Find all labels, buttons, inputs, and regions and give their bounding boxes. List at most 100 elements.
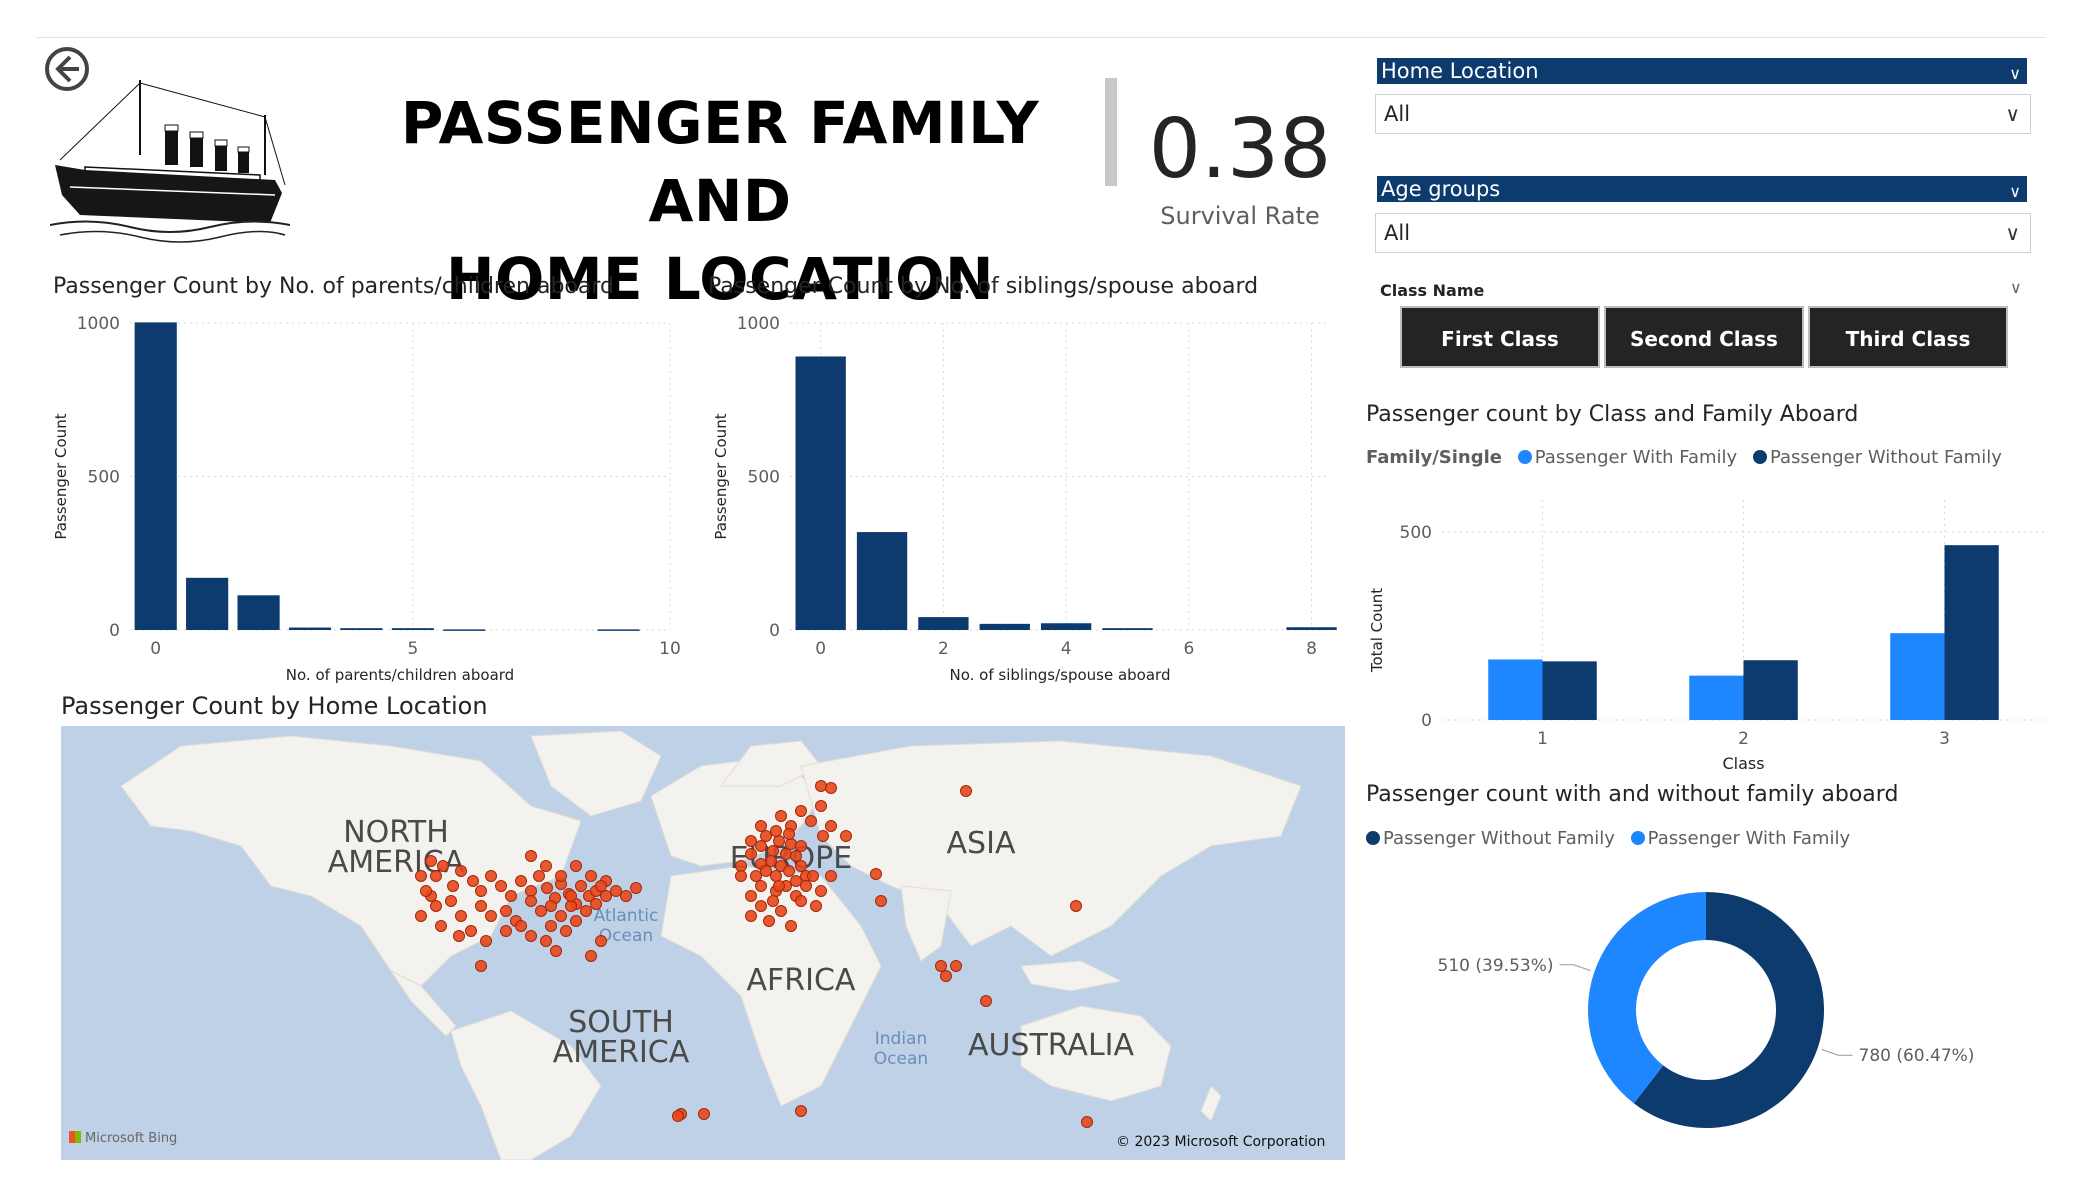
map-location-dot[interactable] [453, 930, 465, 942]
map-location-dot[interactable] [755, 840, 767, 852]
map-location-dot[interactable] [570, 860, 582, 872]
class-family-bar[interactable] [1890, 633, 1945, 720]
map-location-dot[interactable] [960, 785, 972, 797]
class-family-bar[interactable] [1542, 661, 1597, 720]
map-location-dot[interactable] [480, 935, 492, 947]
map-location-dot[interactable] [810, 900, 822, 912]
map-location-dot[interactable] [455, 865, 467, 877]
map-location-dot[interactable] [590, 898, 602, 910]
map-location-dot[interactable] [525, 930, 537, 942]
legend-without-family[interactable]: Passenger Without Family [1383, 828, 1615, 849]
sibsp-bar[interactable] [795, 356, 846, 630]
map-location-dot[interactable] [475, 885, 487, 897]
map-location-dot[interactable] [620, 890, 632, 902]
map-location-dot[interactable] [785, 920, 797, 932]
map-location-dot[interactable] [555, 910, 567, 922]
map-location-dot[interactable] [790, 875, 802, 887]
map-location-dot[interactable] [485, 910, 497, 922]
map-location-dot[interactable] [760, 865, 772, 877]
map-location-dot[interactable] [541, 882, 553, 894]
parch-bar[interactable] [134, 322, 177, 630]
parch-bar[interactable] [597, 629, 640, 631]
sibsp-bar[interactable] [1286, 627, 1337, 630]
sibsp-bar[interactable] [856, 532, 908, 630]
map-location-dot[interactable] [535, 905, 547, 917]
map-location-dot[interactable] [840, 830, 852, 842]
map-location-dot[interactable] [1070, 900, 1082, 912]
map-location-dot[interactable] [815, 800, 827, 812]
map-location-dot[interactable] [790, 850, 802, 862]
map-location-dot[interactable] [540, 935, 552, 947]
map-location-dot[interactable] [745, 910, 757, 922]
map-location-dot[interactable] [435, 920, 447, 932]
map-location-dot[interactable] [785, 838, 797, 850]
map-location-dot[interactable] [475, 900, 487, 912]
map-location-dot[interactable] [580, 905, 592, 917]
map-location-dot[interactable] [610, 885, 622, 897]
map-location-dot[interactable] [805, 815, 817, 827]
map-location-dot[interactable] [595, 880, 607, 892]
map-location-dot[interactable] [825, 870, 837, 882]
map-location-dot[interactable] [595, 935, 607, 947]
donut-slice[interactable] [1633, 892, 1824, 1128]
map-location-dot[interactable] [745, 890, 757, 902]
map-location-dot[interactable] [500, 925, 512, 937]
map-location-dot[interactable] [825, 782, 837, 794]
map-location-dot[interactable] [800, 880, 812, 892]
map-location-dot[interactable] [807, 870, 819, 882]
map-location-dot[interactable] [475, 960, 487, 972]
map-location-dot[interactable] [515, 875, 527, 887]
map-location-dot[interactable] [525, 895, 537, 907]
parch-bar[interactable] [186, 577, 229, 630]
map-location-dot[interactable] [500, 905, 512, 917]
map-location-dot[interactable] [783, 828, 795, 840]
map-location-dot[interactable] [767, 845, 779, 857]
map-location-dot[interactable] [795, 840, 807, 852]
map-location-dot[interactable] [735, 870, 747, 882]
map-location-dot[interactable] [815, 780, 827, 792]
class-family-bar[interactable] [1689, 675, 1744, 720]
map-location-dot[interactable] [950, 960, 962, 972]
map-location-dot[interactable] [767, 895, 779, 907]
sibsp-bar[interactable] [979, 623, 1030, 630]
map-location-dot[interactable] [817, 830, 829, 842]
map-location-dot[interactable] [415, 870, 427, 882]
map-location-dot[interactable] [515, 920, 527, 932]
donut-slice[interactable] [1588, 892, 1706, 1104]
legend-with-family[interactable]: Passenger With Family [1647, 828, 1851, 849]
class-family-bar[interactable] [1944, 545, 1999, 720]
map-location-dot[interactable] [505, 890, 517, 902]
map-location-dot[interactable] [935, 960, 947, 972]
map-location-dot[interactable] [795, 805, 807, 817]
map-location-dot[interactable] [770, 870, 782, 882]
map-location-dot[interactable] [783, 865, 795, 877]
map-location-dot[interactable] [570, 915, 582, 927]
chevron-down-icon[interactable]: ∨ [2010, 278, 2022, 297]
third-class-button[interactable]: Third Class [1808, 306, 2008, 368]
map-location-dot[interactable] [745, 835, 757, 847]
map-location-dot[interactable] [425, 855, 437, 867]
map-location-dot[interactable] [795, 860, 807, 872]
map-location-dot[interactable] [455, 910, 467, 922]
home-location-dropdown[interactable]: All ∨ [1375, 94, 2031, 134]
map-location-dot[interactable] [447, 880, 459, 892]
chevron-down-icon[interactable]: ∨ [2009, 64, 2021, 83]
back-button[interactable] [44, 46, 90, 92]
map-location-dot[interactable] [773, 880, 785, 892]
map-location-dot[interactable] [533, 870, 545, 882]
map-location-dot[interactable] [672, 1110, 684, 1122]
map-location-dot[interactable] [1081, 1116, 1093, 1128]
map-location-dot[interactable] [585, 950, 597, 962]
map-location-dot[interactable] [773, 835, 785, 847]
map-location-dot[interactable] [765, 855, 777, 867]
map-location-dot[interactable] [795, 895, 807, 907]
map-location-dot[interactable] [430, 900, 442, 912]
map-location-dot[interactable] [760, 830, 772, 842]
chevron-down-icon[interactable]: ∨ [2009, 182, 2021, 201]
map-location-dot[interactable] [770, 825, 782, 837]
map-location-dot[interactable] [430, 870, 442, 882]
class-family-bar[interactable] [1488, 659, 1543, 720]
map-location-dot[interactable] [465, 925, 477, 937]
map-location-dot[interactable] [775, 905, 787, 917]
